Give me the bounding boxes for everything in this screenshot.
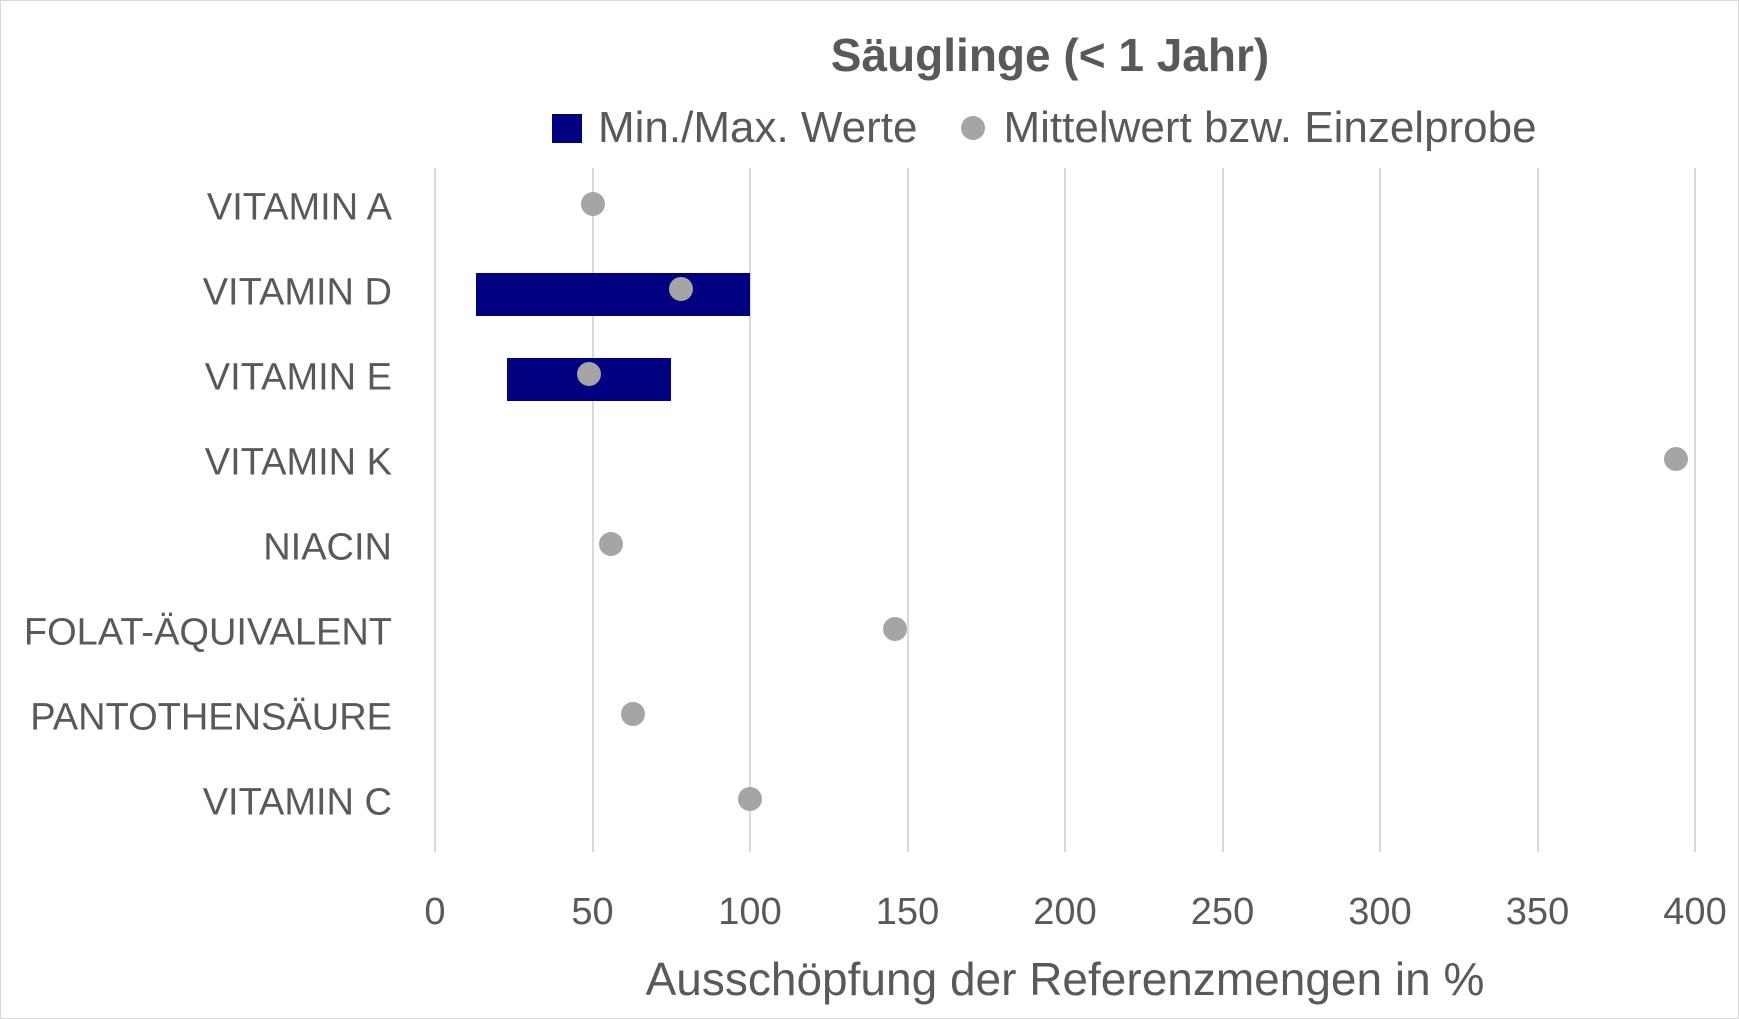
data-point [1664,447,1689,471]
data-point [668,277,693,301]
category-label: PANTOTHENSÄURE [30,696,392,739]
data-point [882,617,907,641]
legend: Min./Max. Werte Mittelwert bzw. Einzelpr… [552,103,1581,153]
legend-label-minmax: Min./Max. Werte [598,103,918,152]
category-label: FOLAT-ÄQUIVALENT [23,611,392,654]
gridline [591,168,594,852]
category-label: VITAMIN A [206,186,392,229]
chart-title-text: Säuglinge (< 1 Jahr) [830,29,1270,81]
circle-icon [961,116,986,140]
x-tick-label: 100 [718,891,782,933]
x-tick-label: 250 [1190,891,1255,933]
gridline [1064,168,1066,852]
legend-item-mean: Mittelwert bzw. Einzelprobe [961,103,1537,153]
gridline [749,168,751,852]
x-tick-label: 350 [1505,891,1570,933]
square-icon [552,113,582,143]
legend-label-mean: Mittelwert bzw. Einzelprobe [1003,103,1537,152]
x-tick-label: 400 [1663,891,1727,933]
category-label: NIACIN [263,526,392,569]
gridline [1221,168,1224,852]
gridline [906,168,909,852]
range-bar [475,273,750,316]
gridline [1379,168,1381,852]
category-label: VITAMIN C [202,781,392,824]
category-label: VITAMIN D [202,271,392,314]
x-tick-label: 300 [1348,891,1412,933]
data-point [621,702,646,726]
data-point [599,532,624,556]
chart-title: Säuglinge (< 1 Jahr) [0,28,1739,82]
gridline [434,168,436,852]
x-tick-label: 0 [424,891,446,933]
x-tick-label: 150 [875,891,940,933]
gridline [1694,168,1696,852]
category-label: VITAMIN E [204,356,392,399]
data-point [738,787,762,811]
category-label: VITAMIN K [204,441,392,484]
gridline [1536,168,1539,852]
data-point [577,362,602,386]
x-tick-label: 50 [571,891,614,933]
x-axis-title: Ausschöpfung der Referenzmengen in % [645,953,1485,1005]
legend-item-minmax: Min./Max. Werte [552,103,917,153]
data-point [580,192,605,216]
x-tick-label: 200 [1033,891,1097,933]
